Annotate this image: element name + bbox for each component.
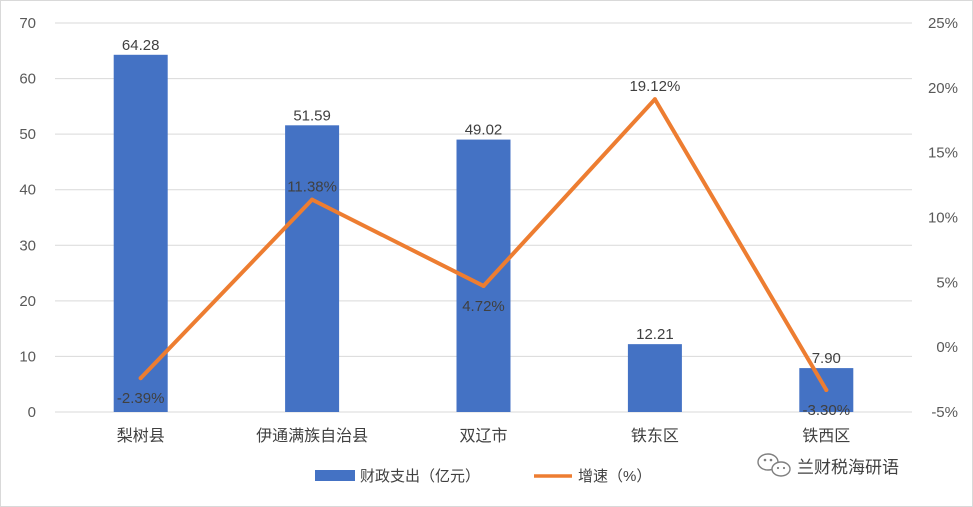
- bar-value-label: 7.90: [812, 350, 841, 367]
- left-tick-label: 0: [28, 404, 36, 421]
- line-point: [824, 387, 829, 392]
- line-value-label: -3.30%: [803, 402, 851, 419]
- line-value-label: -2.39%: [117, 390, 165, 407]
- bar-value-label: 51.59: [293, 107, 331, 124]
- line-point: [310, 197, 315, 202]
- category-label: 双辽市: [459, 427, 507, 445]
- left-tick-label: 30: [19, 237, 36, 254]
- right-tick-label: 15%: [928, 145, 958, 162]
- right-axis-ticks: -5% 0% 5% 10% 15% 20% 25%: [928, 15, 958, 421]
- line-value-label: 11.38%: [287, 179, 337, 196]
- line-value-label: 19.12%: [629, 78, 680, 95]
- bar-value-label: 64.28: [122, 37, 160, 54]
- right-tick-label: 0%: [936, 339, 958, 356]
- left-tick-label: 60: [19, 71, 36, 88]
- category-label: 铁东区: [631, 427, 679, 445]
- category-label: 梨树县: [117, 427, 165, 445]
- bar: [113, 54, 168, 412]
- watermark: 兰财税海研语: [757, 453, 899, 477]
- line-point: [481, 283, 486, 288]
- line-value-label: 4.72%: [462, 298, 505, 315]
- right-tick-label: 5%: [936, 274, 958, 291]
- line-point: [138, 376, 143, 381]
- left-tick-label: 10: [19, 348, 36, 365]
- watermark-text: 兰财税海研语: [797, 458, 899, 477]
- right-tick-label: 25%: [928, 15, 958, 32]
- bar-data-labels: 64.28 51.59 49.02 12.21 7.90: [122, 37, 841, 367]
- bar-value-label: 49.02: [465, 122, 503, 139]
- line-series: [138, 97, 829, 392]
- legend-swatch-bar: [315, 470, 355, 481]
- bar: [627, 344, 682, 412]
- right-tick-label: 10%: [928, 210, 958, 227]
- bar-series: [113, 54, 854, 412]
- line-data-labels: -2.39% 11.38% 4.72% 19.12% -3.30%: [117, 78, 850, 419]
- right-tick-label: -5%: [931, 404, 958, 421]
- legend-label-line: 增速（%）: [578, 468, 651, 485]
- bar-value-label: 12.21: [636, 326, 674, 343]
- category-label: 伊通满族自治县: [256, 427, 368, 445]
- left-tick-label: 50: [19, 126, 36, 143]
- right-tick-label: 20%: [928, 80, 958, 97]
- left-tick-label: 20: [19, 293, 36, 310]
- legend: 财政支出（亿元） 增速（%）: [315, 468, 651, 485]
- category-labels: 梨树县 伊通满族自治县 双辽市 铁东区 铁西区: [117, 427, 851, 445]
- left-axis-ticks: 0 10 20 30 40 50 60 70: [19, 15, 36, 421]
- line-point: [652, 97, 657, 102]
- left-tick-label: 40: [19, 182, 36, 199]
- wechat-icon: [757, 453, 791, 477]
- category-label: 铁西区: [802, 427, 850, 445]
- left-tick-label: 70: [19, 15, 36, 32]
- bar: [285, 125, 340, 412]
- legend-label-bar: 财政支出（亿元）: [360, 468, 480, 485]
